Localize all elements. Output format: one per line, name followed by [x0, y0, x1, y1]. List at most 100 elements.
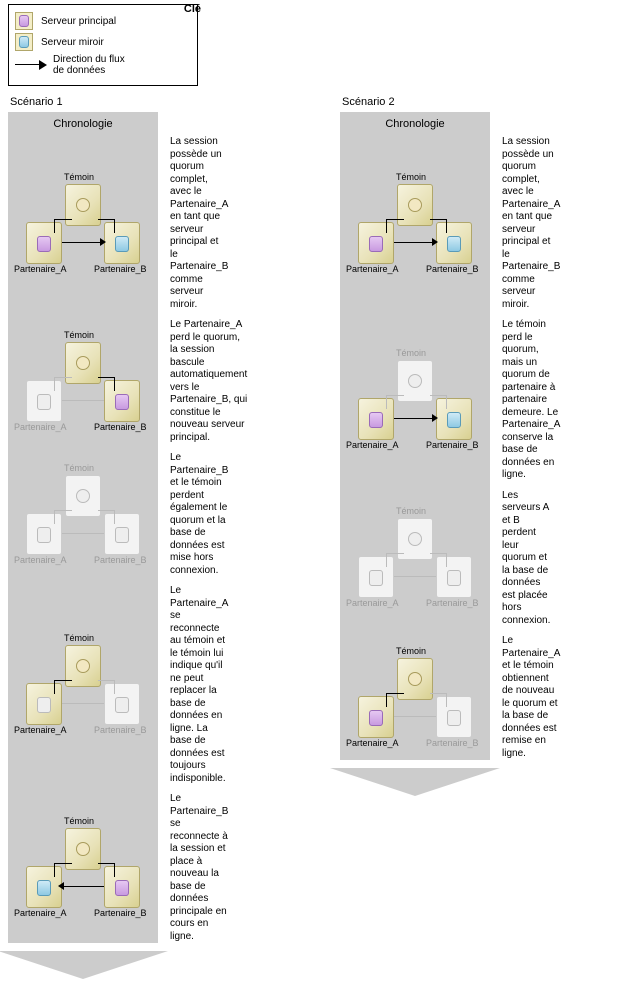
node-label: Témoin [64, 816, 94, 826]
step-graphic: TémoinPartenaire_APartenaire_B [340, 174, 490, 274]
connection-line [394, 716, 436, 717]
timeline-step: TémoinPartenaire_APartenaire_BLe témoin … [340, 319, 490, 482]
node-label: Partenaire_B [94, 555, 147, 565]
legend-row-principal: Serveur principal [15, 12, 191, 30]
step-description: Le Partenaire_B et le témoin perdent éga… [170, 452, 228, 577]
node-label: Partenaire_A [346, 738, 399, 748]
connection-line [446, 553, 447, 567]
scenario-1-timeline: Chronologie TémoinPartenaire_APartenaire… [8, 112, 158, 943]
connection-line [446, 693, 447, 707]
step-description: Le Partenaire_B se reconnecte à la sessi… [170, 793, 228, 943]
connection-line [54, 680, 72, 681]
scenario-1-timeline-header: Chronologie [8, 118, 158, 130]
connection-line [98, 510, 114, 511]
off-server-icon [436, 556, 472, 598]
timeline-step: TémoinPartenaire_APartenaire_BLa session… [340, 136, 490, 311]
connection-line [62, 400, 104, 401]
step-description: Le Partenaire_A et le témoin obtiennent … [502, 635, 560, 760]
node-label: Partenaire_A [14, 422, 67, 432]
mir-server-icon [104, 222, 140, 264]
connection-line [54, 219, 55, 233]
mir-server-icon [436, 222, 472, 264]
flow-arrowhead-icon [432, 238, 438, 246]
step-description: Le Partenaire_A se reconnecte au témoin … [170, 585, 228, 785]
timeline-step: TémoinPartenaire_APartenaire_BLe Partena… [8, 585, 158, 785]
connection-line [62, 703, 104, 704]
connection-line [54, 377, 72, 378]
node-label: Témoin [396, 646, 426, 656]
flow-arrowhead-icon [432, 414, 438, 422]
node-label: Partenaire_B [94, 908, 147, 918]
off-server-icon [104, 683, 140, 725]
connection-line [394, 242, 436, 243]
connection-line [98, 863, 114, 864]
connection-line [54, 680, 55, 694]
timeline-step: TémoinPartenaire_APartenaire_BLe Partena… [8, 793, 158, 943]
flow-arrowhead-icon [58, 882, 64, 890]
connection-line [430, 395, 446, 396]
legend-row-mirror: Serveur miroir [15, 33, 191, 51]
node-label: Témoin [64, 463, 94, 473]
step-graphic: TémoinPartenaire_APartenaire_B [8, 332, 158, 432]
connection-line [446, 395, 447, 409]
node-label: Partenaire_B [426, 598, 479, 608]
step-description: Le témoin perd le quorum, mais un quorum… [502, 319, 560, 482]
timeline-step: TémoinPartenaire_APartenaire_BLes serveu… [340, 490, 490, 628]
timeline-arrow-tip [330, 768, 500, 796]
connection-line [386, 219, 404, 220]
timeline-step: TémoinPartenaire_APartenaire_BLa session… [8, 136, 158, 311]
prin-server-icon [104, 866, 140, 908]
legend-flow-label: Direction du flux de données [53, 54, 125, 76]
node-label: Partenaire_B [94, 422, 147, 432]
connection-line [98, 219, 114, 220]
node-label: Partenaire_A [346, 264, 399, 274]
connection-line [394, 418, 436, 419]
mir-server-icon [436, 398, 472, 440]
scenario-1-title: Scénario 1 [10, 96, 300, 108]
node-label: Partenaire_A [14, 725, 67, 735]
step-description: La session possède un quorum complet, av… [170, 136, 228, 311]
prin-server-icon [104, 380, 140, 422]
node-label: Partenaire_A [346, 598, 399, 608]
timeline-arrow-tip [0, 951, 168, 979]
flow-arrow-icon [15, 60, 47, 70]
node-label: Partenaire_B [94, 264, 147, 274]
node-label: Partenaire_A [14, 908, 67, 918]
connection-line [430, 219, 446, 220]
off-server-icon [436, 696, 472, 738]
off-server-icon [26, 513, 62, 555]
node-label: Partenaire_B [426, 440, 479, 450]
connection-line [114, 510, 115, 524]
connection-line [98, 377, 114, 378]
legend-row-flow: Direction du flux de données [15, 54, 191, 76]
connection-line [54, 863, 55, 877]
node-label: Partenaire_B [94, 725, 147, 735]
prin-server-icon [358, 222, 394, 264]
connection-line [54, 219, 72, 220]
prin-server-icon [26, 222, 62, 264]
connection-line [54, 510, 55, 524]
connection-line [386, 693, 404, 694]
connection-line [54, 863, 72, 864]
step-description: Les serveurs A et B perdent leur quorum … [502, 490, 550, 628]
step-graphic: TémoinPartenaire_APartenaire_B [340, 648, 490, 748]
connection-line [386, 693, 387, 707]
connection-line [386, 219, 387, 233]
flow-arrowhead-icon [100, 238, 106, 246]
off-server-icon [358, 556, 394, 598]
principal-db-icon [15, 12, 33, 30]
connection-line [430, 693, 446, 694]
mir-server-icon [26, 866, 62, 908]
connection-line [430, 553, 446, 554]
connection-line [386, 553, 387, 567]
scenario-2: Scénario 2 Chronologie TémoinPartenaire_… [340, 96, 632, 979]
connection-line [446, 219, 447, 233]
node-label: Partenaire_B [426, 264, 479, 274]
scenario-2-timeline-header: Chronologie [340, 118, 490, 130]
step-graphic: TémoinPartenaire_APartenaire_B [8, 174, 158, 274]
connection-line [114, 863, 115, 877]
scenario-2-title: Scénario 2 [342, 96, 632, 108]
legend: Clé Serveur principal Serveur miroir Dir… [8, 4, 198, 86]
step-graphic: TémoinPartenaire_APartenaire_B [8, 465, 158, 565]
node-label: Témoin [396, 506, 426, 516]
